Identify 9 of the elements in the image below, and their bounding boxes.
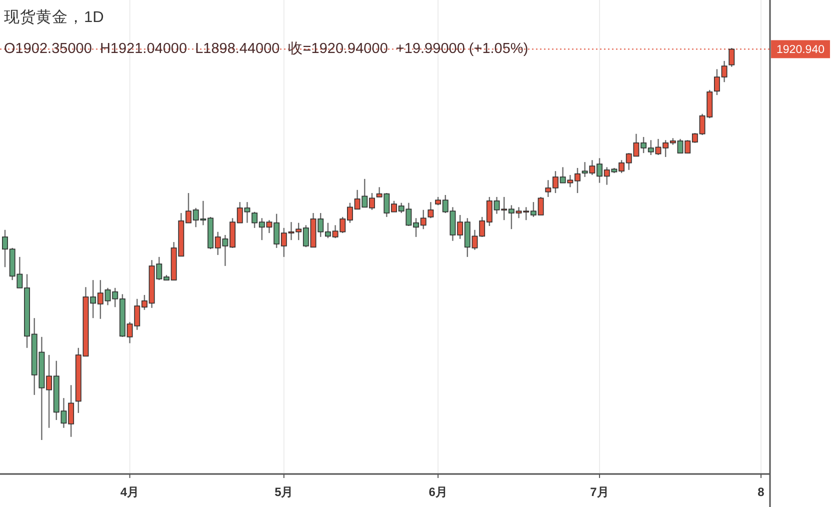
- candlestick: [428, 201, 434, 219]
- x-tick-label: 6月: [428, 485, 448, 499]
- x-tick-label: 5月: [274, 485, 294, 499]
- chart-title: 现货黄金，1D: [4, 8, 104, 26]
- x-tick-label: 8: [758, 485, 765, 499]
- x-tick-label: 4月: [120, 485, 140, 499]
- chart-subtitle: O1902.35000 H1921.04000 L1898.44000 收=1920.94000 +19.99000 (+1.05%): [4, 41, 528, 57]
- text: 1920.940: [776, 44, 824, 56]
- x-tick-label: 7月: [590, 485, 609, 499]
